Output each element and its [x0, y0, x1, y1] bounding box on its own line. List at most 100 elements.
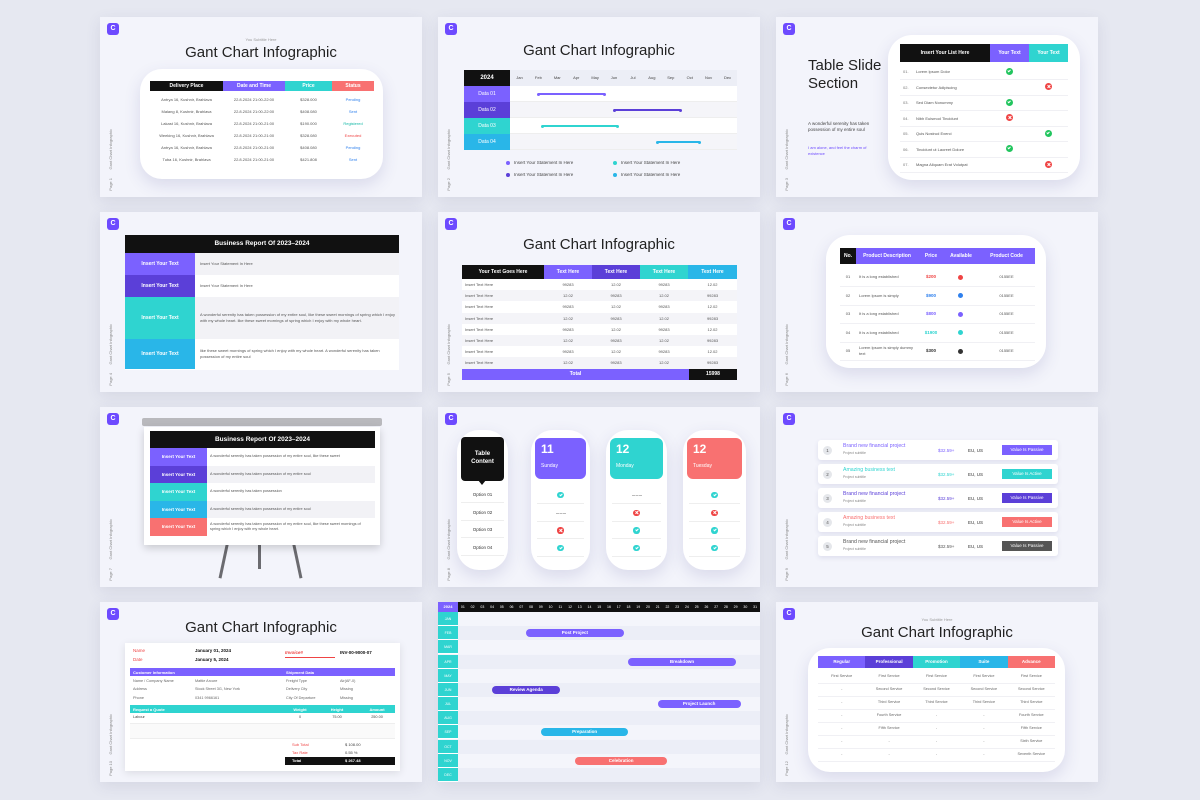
table-cell: 2024: [438, 602, 458, 612]
row-line: [818, 722, 1055, 723]
legend-dot: [613, 161, 617, 165]
table-cell: Jul: [630, 75, 636, 80]
table-cell: 25: [694, 605, 699, 609]
table-cell: 99283: [610, 338, 622, 343]
logo: C: [107, 413, 119, 425]
row-band: [207, 518, 375, 536]
table-cell: Lorem Ipsum is simply: [859, 292, 899, 298]
project-subtitle: Project subtitle: [843, 475, 866, 479]
table-cell: 22.8.2024 21:00-21:00: [233, 145, 275, 150]
header-cell: Your Text: [1029, 44, 1068, 62]
table-cell: $1900: [924, 329, 938, 335]
quote-cell: 0: [298, 715, 302, 719]
day-number: 11: [541, 442, 554, 456]
table-cell: 12.02: [562, 360, 573, 366]
table-cell: 99283: [562, 326, 574, 332]
quote-cell: 250.00: [371, 715, 383, 719]
info-cell: 0341 9966161: [195, 695, 220, 700]
invoice-number: INV-00-9000-07: [340, 650, 372, 655]
side-label: Gant Chart Infographic: [108, 128, 113, 169]
day-name: Monday: [616, 463, 634, 469]
row-label: Insert Your Text: [150, 448, 207, 466]
row-text: Insert Your Statement In Here: [200, 283, 253, 288]
project-region: EU, US: [968, 495, 984, 501]
table-cell: $900: [925, 292, 936, 298]
section-link: I am alone, and feel the charm of existe…: [808, 145, 867, 156]
table-cell: 31: [753, 605, 758, 609]
slide: Table Content Option 01 Option 02 Option 03…: [438, 407, 760, 587]
table-cell: 12.02: [658, 360, 669, 366]
table-cell: First Service: [925, 674, 948, 678]
row-label: Insert Your Text: [125, 297, 195, 339]
table-cell: Insert Text Here: [465, 293, 494, 299]
table-cell: 99283: [658, 326, 670, 332]
table-cell: 02: [470, 605, 475, 609]
row-line: [612, 503, 661, 504]
day-name: Sunday: [541, 463, 558, 469]
slide: No. Product Description Price Available Prod…: [776, 212, 1098, 392]
row-label: Insert Your Text: [125, 339, 195, 369]
table-cell: -: [888, 752, 890, 756]
table-cell: Second Service: [970, 687, 998, 691]
row-band: [462, 323, 737, 335]
info-cell: Air(AF-0): [340, 678, 356, 683]
row-text: Quis Nostrud Exerci: [916, 131, 952, 136]
row-band: [195, 253, 399, 275]
month-header: [510, 70, 737, 86]
row-line: [689, 538, 740, 540]
quote-header: Amount: [369, 706, 385, 712]
timeline-bar: Celebration: [574, 756, 668, 765]
table-cell: 99283: [658, 349, 670, 355]
row-text: A wonderful serenity has taken possessio…: [210, 453, 340, 458]
table-cell: Registered: [343, 121, 363, 126]
available-dot: [958, 311, 963, 317]
field-value: January 5, 2024: [195, 657, 229, 662]
cross-icon: [633, 509, 640, 516]
row-number: 03.: [903, 100, 909, 105]
row-number: 07.: [903, 162, 909, 167]
slide: Business Report Of 2023–2024 Insert Your …: [100, 212, 422, 392]
table-cell: 12.02: [658, 338, 669, 343]
table-cell: 0155EE: [999, 311, 1014, 316]
table-cell: Fifth Service: [878, 726, 900, 730]
row-text: A wonderful serenity has taken possessio…: [210, 489, 282, 494]
info-cell: City Of Departure: [286, 695, 316, 700]
table-cell: Sent: [348, 157, 358, 162]
row-band: [195, 297, 399, 339]
table-cell: 12.02: [610, 282, 621, 287]
logo: C: [783, 413, 795, 425]
table-cell: Feb: [534, 75, 542, 80]
row-band: [462, 312, 737, 324]
side-label: Gant Chart Infographic: [446, 518, 451, 559]
logo: C: [445, 413, 457, 425]
gantt-bar: [538, 93, 605, 95]
table-cell: Third Service: [925, 700, 948, 704]
gantt-bar: [542, 125, 618, 127]
project-button: Value Is Passive: [1002, 445, 1052, 455]
header-cell: Text Here: [592, 265, 640, 279]
table-cell: Executed: [344, 133, 362, 138]
table-cell: 26: [704, 605, 709, 609]
row-line: [612, 538, 661, 540]
slide: Business Report Of 2023–2024 Insert Your …: [100, 407, 422, 587]
side-label: Gant Chart Infographic: [784, 323, 789, 364]
table-cell: 12.02: [658, 315, 669, 321]
day-box: [687, 438, 742, 479]
table-cell: 22.8.2024 21:00-21:00: [233, 121, 275, 126]
row-band: [458, 739, 760, 754]
slide: 1 Brand new financial project Project subt…: [776, 407, 1098, 587]
cross-icon: [1006, 114, 1013, 121]
check-icon: [557, 544, 564, 552]
quote-cell: Labour: [133, 715, 145, 719]
table-cell: Option 02: [461, 505, 504, 521]
day-number: 12: [616, 442, 630, 456]
row-label: Insert Your Text: [150, 500, 207, 519]
dash: [555, 512, 566, 514]
header-cell: Delivery Place: [150, 81, 223, 91]
row-line: [900, 79, 1068, 80]
table-cell: Data 03: [464, 118, 510, 134]
side-label: Gant Chart Infographic: [784, 128, 789, 169]
row-number: 06.: [903, 146, 909, 152]
check-stroke: [1046, 130, 1051, 135]
